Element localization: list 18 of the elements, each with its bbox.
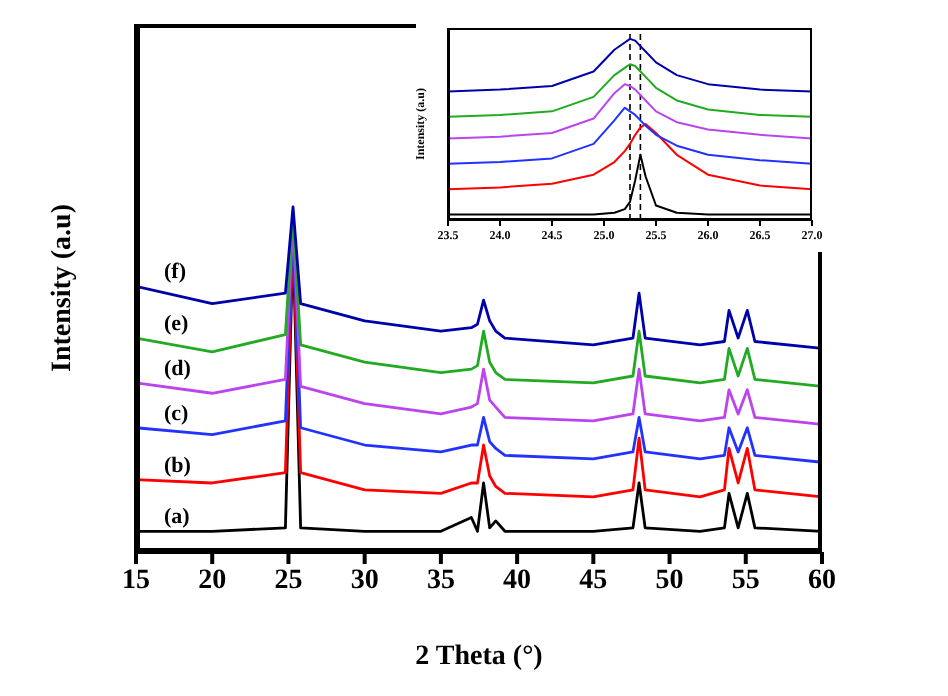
y-axis-title: Intensity (a.u)	[47, 203, 78, 373]
x-tick-label: 45	[579, 565, 608, 596]
x-tick-label: 15	[122, 565, 150, 596]
x-tick-label: 50	[655, 565, 684, 596]
x-tick-label: 25	[274, 565, 303, 596]
x-tick-label: 55	[731, 565, 760, 596]
series-label: (f)	[164, 260, 187, 285]
x-tick-label: 40	[503, 565, 532, 596]
x-axis-title: 2 Theta (°)	[415, 642, 544, 672]
x-tick-label: 60	[808, 565, 836, 596]
x-tick-label: 35	[426, 565, 455, 596]
series-label: (c)	[164, 401, 190, 426]
series-label: (a)	[164, 505, 191, 530]
series-label: (e)	[164, 312, 190, 337]
series-label: (b)	[164, 453, 192, 478]
series-label: (d)	[164, 356, 192, 381]
x-tick-label: 30	[350, 565, 379, 596]
x-tick-label: 20	[198, 565, 227, 596]
